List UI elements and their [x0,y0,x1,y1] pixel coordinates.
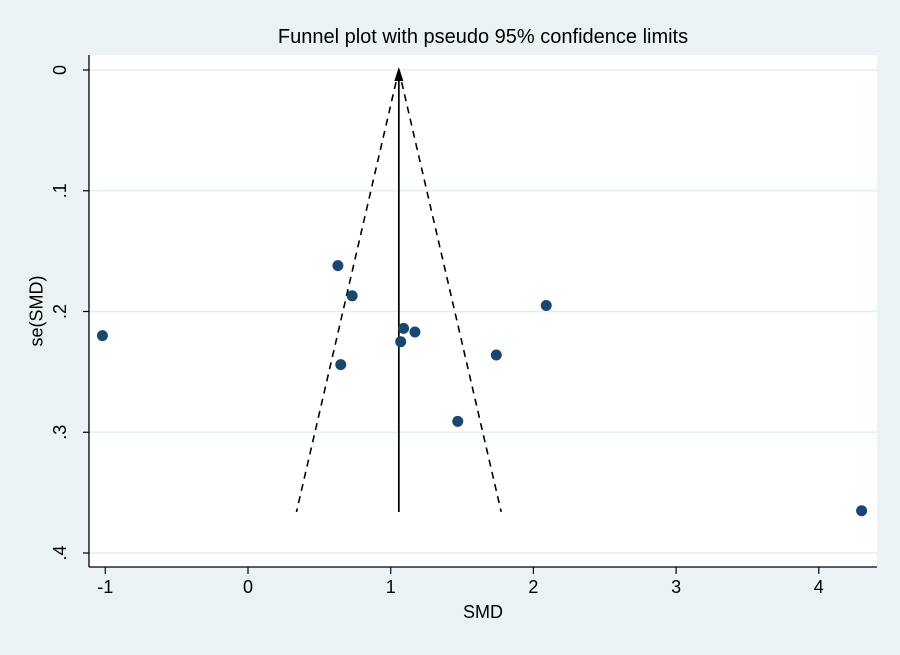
study-data-point [409,326,421,338]
x-tick-label: 3 [671,577,681,597]
x-tick-label: 1 [386,577,396,597]
x-axis-title: SMD [463,602,503,622]
x-tick-label: 0 [243,577,253,597]
chart-title: Funnel plot with pseudo 95% confidence l… [277,26,689,48]
x-tick-label: 2 [528,577,538,597]
study-data-point [398,322,410,334]
study-data-point [395,336,407,348]
study-data-point [335,359,347,371]
up-arrow-icon [394,67,404,81]
study-data-point [96,330,108,342]
study-data-point [452,415,464,427]
y-tick-label: .1 [50,183,70,198]
funnel-right-ci-line [398,69,502,513]
x-tick-label: 4 [814,577,824,597]
study-data-point [490,349,502,361]
study-data-point [332,260,344,272]
y-tick-label: .2 [50,304,70,319]
y-tick-label: .4 [50,545,70,560]
y-axis-title: se(SMD) [26,275,47,347]
funnel-left-ci-line [295,69,400,513]
x-tick-label: -1 [97,577,113,597]
study-data-point [346,290,358,302]
study-data-point [540,299,552,311]
y-tick-label: .3 [50,425,70,440]
study-data-point [856,505,868,517]
y-tick-label: 0 [50,65,70,75]
